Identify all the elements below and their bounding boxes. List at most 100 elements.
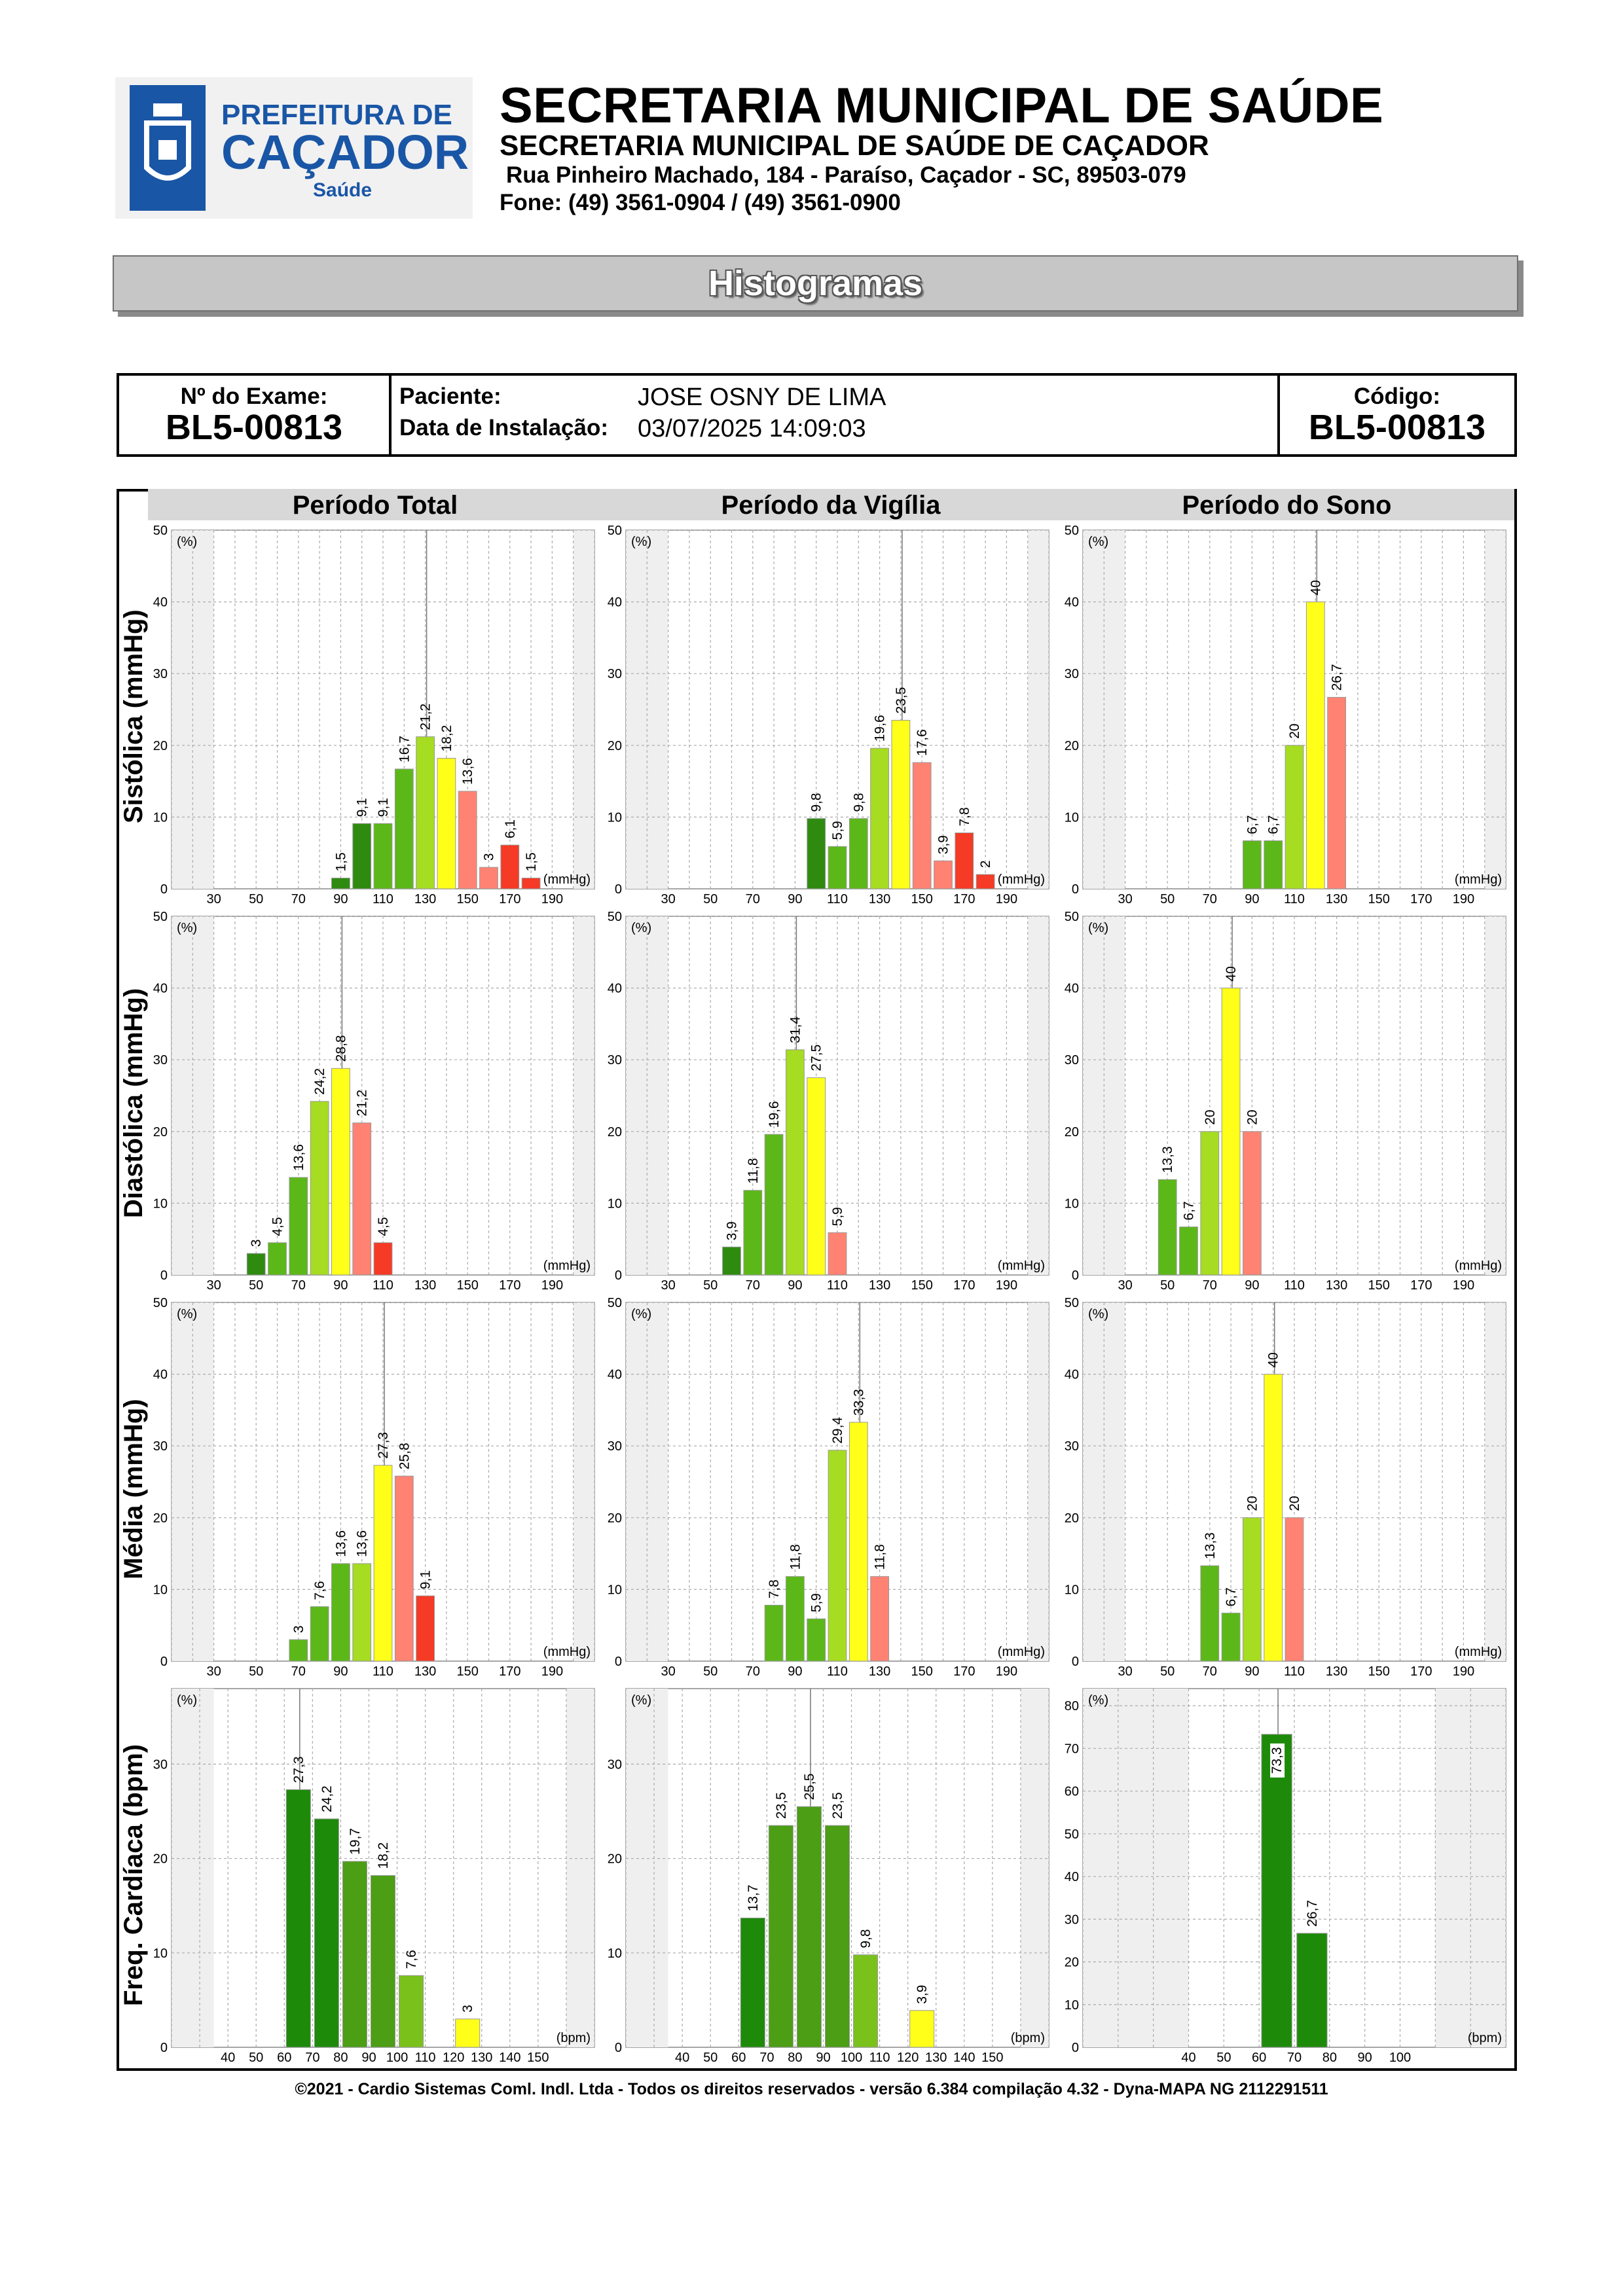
bar-value-label: 11,8: [788, 1544, 803, 1570]
y-unit-label: (%): [631, 535, 651, 549]
y-tick-label: 0: [615, 1268, 622, 1283]
x-tick-label: 190: [541, 1278, 563, 1293]
y-tick-label: 0: [615, 2041, 622, 2055]
bar-value-label: 19,7: [348, 1828, 363, 1855]
y-tick-label: 10: [608, 810, 622, 825]
patient-value: JOSE OSNY DE LIMA: [638, 384, 886, 411]
install-date-label: Data de Instalação:: [399, 415, 608, 440]
y-tick-label: 30: [153, 1439, 168, 1454]
histogram-panel: 0 10 20 30 40 50 30 50 70 90 110 130 150 170 190 (%) (mm…: [1065, 524, 1506, 906]
bar-value-label: 13,3: [1160, 1146, 1175, 1173]
x-tick-label: 50: [1160, 1278, 1175, 1293]
y-tick-label: 20: [608, 1511, 622, 1526]
x-tick-label: 50: [249, 1278, 263, 1293]
column-header-vigilia: Período da Vigília: [602, 489, 1059, 520]
x-tick-label: 150: [457, 892, 479, 906]
shade-right: [1027, 530, 1049, 889]
histogram-bar: [352, 1122, 372, 1276]
histogram-bar: [722, 1246, 741, 1276]
y-tick-label: 10: [153, 810, 168, 825]
x-tick-label: 130: [1326, 1664, 1347, 1679]
y-unit-label: (%): [177, 921, 197, 935]
code-label: Código:: [1353, 384, 1441, 409]
bar-value-label: 13,6: [291, 1144, 306, 1171]
x-tick-label: 60: [731, 2051, 746, 2065]
y-tick-label: 30: [608, 667, 622, 681]
y-tick-label: 0: [1072, 882, 1079, 897]
y-unit-label: (%): [631, 921, 651, 935]
histogram-bar: [342, 1861, 367, 2048]
bar-value-label: 19,6: [767, 1101, 782, 1128]
bar-value-label: 3,9: [915, 1985, 930, 2004]
x-tick-label: 50: [249, 1664, 263, 1679]
y-tick-label: 30: [153, 1757, 168, 1772]
bar-value-label: 16,7: [397, 736, 412, 762]
bar-value-label: 17,6: [915, 729, 930, 756]
histogram-bar: [352, 1563, 372, 1662]
histogram-bar: [1243, 1517, 1262, 1662]
x-tick-label: 90: [788, 1664, 802, 1679]
histogram-panel: 0 10 20 30 40 50 30 50 70 90 110 130 150 170 190 (%) (mm…: [153, 524, 595, 906]
y-tick-label: 40: [1065, 596, 1079, 610]
y-tick-label: 10: [608, 1583, 622, 1597]
exam-number-label: Nº do Exame:: [180, 384, 328, 409]
y-tick-label: 0: [1072, 1268, 1079, 1283]
logo-top-text: PREFEITURA DE: [221, 99, 452, 131]
patient-label: Paciente:: [399, 384, 501, 409]
histogram-bar: [828, 1232, 847, 1276]
histogram-bar: [824, 1825, 850, 2048]
y-tick-label: 40: [1065, 982, 1079, 996]
x-tick-label: 80: [1322, 2051, 1337, 2065]
bar-value-label: 11,8: [873, 1544, 888, 1570]
y-tick-label: 20: [608, 739, 622, 753]
histogram-bar: [1305, 601, 1325, 889]
bar-value-label: 6,7: [1266, 815, 1281, 834]
logo-sub-text: Saúde: [313, 179, 372, 201]
row-header-diastolica: Diastólica (mmHg): [119, 988, 148, 1218]
bar-value-label: 29,4: [830, 1417, 845, 1444]
x-tick-label: 70: [305, 2051, 319, 2065]
shade-right: [573, 916, 594, 1275]
y-tick-label: 50: [1065, 910, 1079, 924]
histogram-bar: [458, 791, 477, 889]
x-tick-label: 150: [1368, 1278, 1390, 1293]
bar-value-label: 26,7: [1330, 664, 1345, 691]
y-tick-label: 40: [153, 1368, 168, 1382]
x-tick-label: 170: [1410, 892, 1432, 906]
bar-value-label: 18,2: [439, 725, 454, 752]
bar-value-label: 23,5: [894, 687, 909, 714]
bar-value-label: 6,7: [1182, 1201, 1197, 1220]
y-tick-label: 30: [1065, 1439, 1079, 1454]
x-tick-label: 190: [996, 1664, 1017, 1679]
shade-right: [573, 530, 594, 889]
histogram-bar: [1200, 1131, 1220, 1276]
banner-title: Histogramas: [708, 264, 923, 303]
code-cell: Código: BL5-00813: [1277, 376, 1514, 454]
x-tick-label: 100: [386, 2051, 408, 2065]
x-tick-label: 150: [911, 1664, 933, 1679]
y-tick-label: 30: [608, 1053, 622, 1067]
histogram-bar: [399, 1975, 424, 2048]
x-tick-label: 110: [373, 1278, 393, 1293]
y-tick-label: 30: [153, 667, 168, 681]
x-tick-label: 130: [869, 1664, 890, 1679]
y-tick-label: 30: [608, 1757, 622, 1772]
bar-value-label: 1,5: [524, 852, 539, 871]
bar-value-label: 4,5: [270, 1217, 285, 1236]
x-tick-label: 130: [869, 1278, 890, 1293]
shade-right: [1020, 1689, 1049, 2047]
x-tick-label: 30: [1118, 1664, 1132, 1679]
x-tick-label: 90: [333, 1664, 348, 1679]
histogram-bar: [1261, 1734, 1292, 2048]
y-unit-label: (%): [631, 1307, 651, 1321]
histogram-bar: [764, 1605, 784, 1662]
histogram-bar: [870, 1576, 889, 1662]
y-tick-label: 10: [1065, 1196, 1079, 1211]
x-tick-label: 150: [1368, 892, 1390, 906]
x-tick-label: 170: [1410, 1278, 1432, 1293]
y-tick-label: 0: [160, 882, 168, 897]
x-tick-label: 50: [1160, 892, 1175, 906]
x-tick-label: 70: [291, 1278, 306, 1293]
y-unit-label: (%): [631, 1693, 651, 1708]
bar-value-label: 40: [1308, 580, 1323, 595]
